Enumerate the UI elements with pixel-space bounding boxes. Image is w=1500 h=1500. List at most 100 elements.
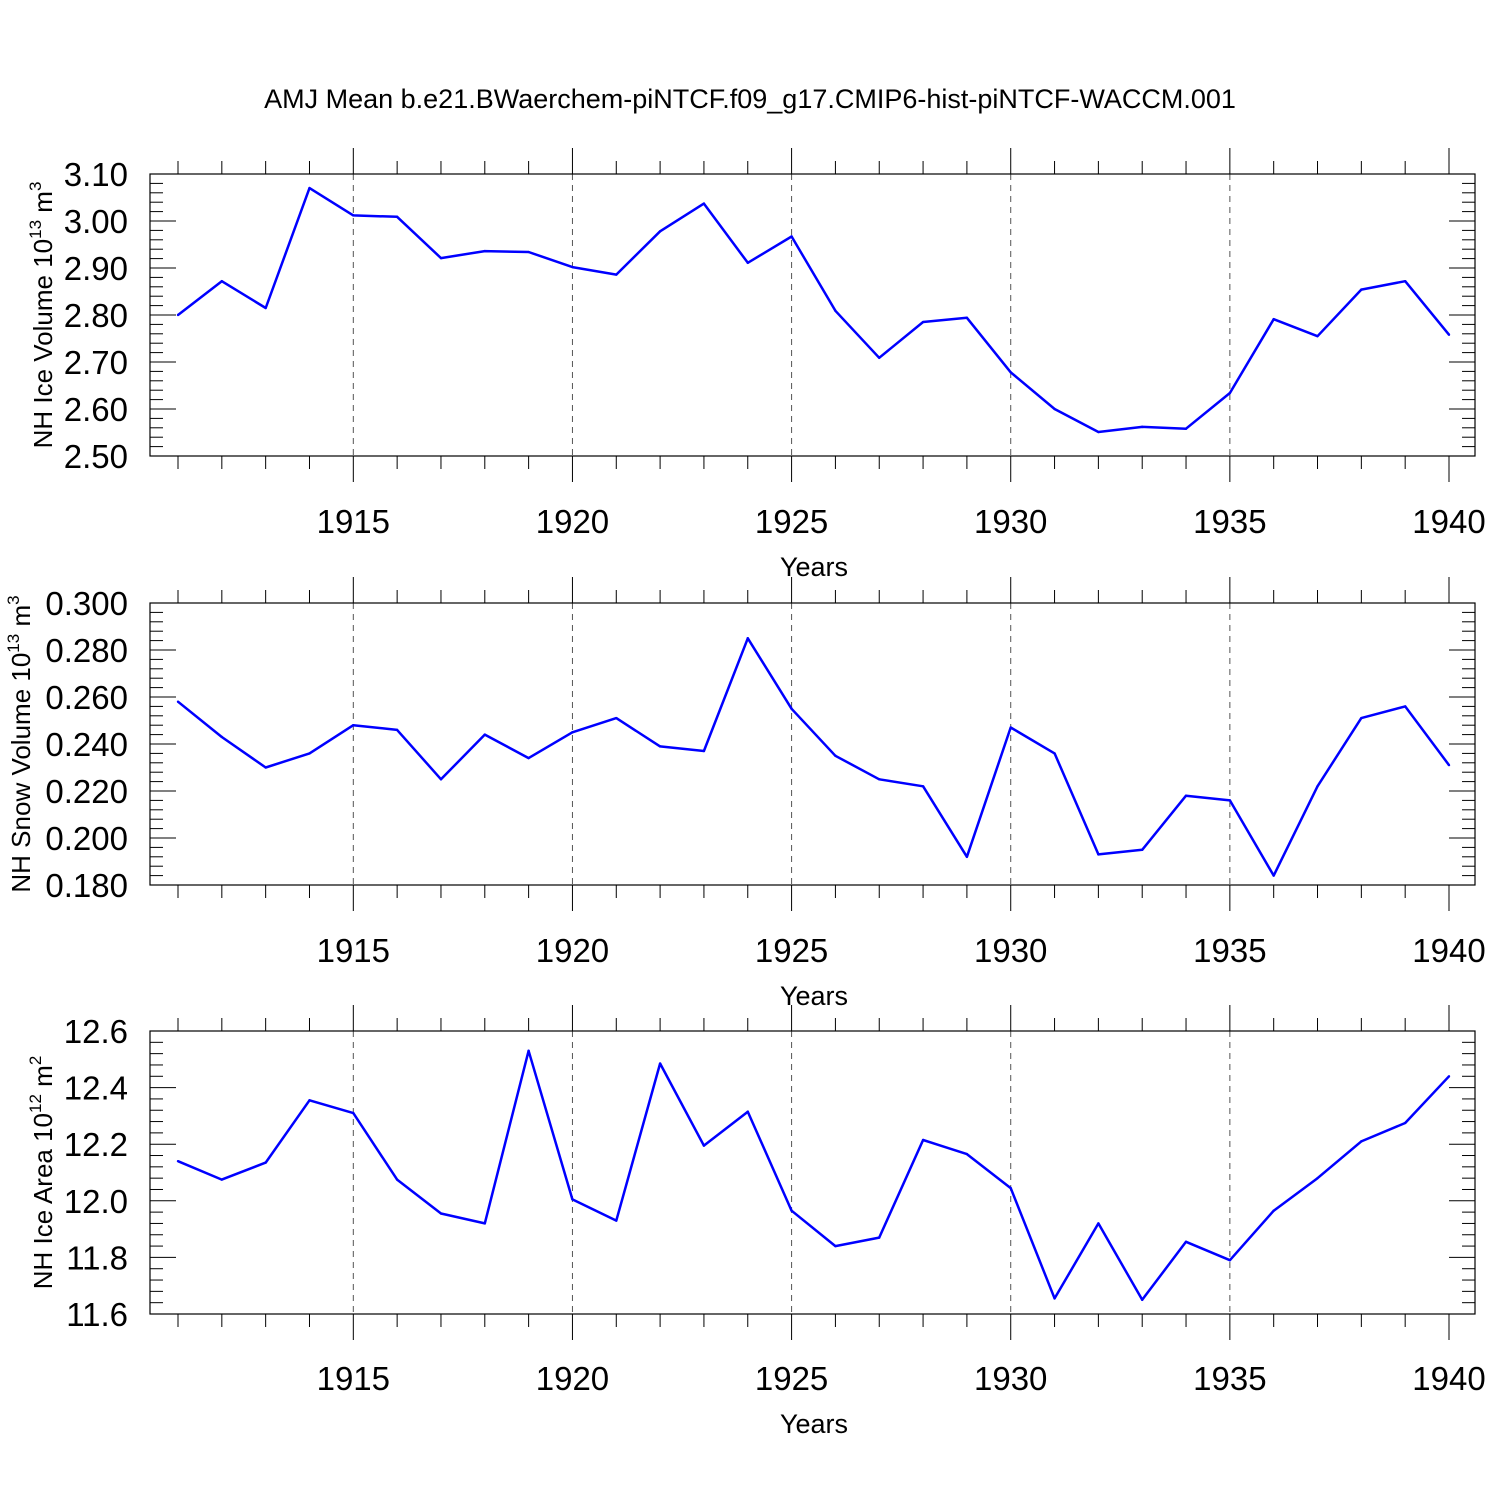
data-point (176, 1159, 180, 1163)
data-point (1228, 391, 1232, 395)
y-tick-label: 12.4 (64, 1070, 128, 1107)
x-tick-label: 1935 (1193, 1360, 1266, 1397)
data-point (658, 230, 662, 233)
data-point (1184, 1240, 1188, 1244)
x-tick-label: 1915 (317, 503, 390, 540)
data-point (790, 707, 793, 710)
x-tick-label: 1930 (974, 503, 1047, 540)
data-point (220, 735, 224, 739)
data-point (965, 316, 969, 320)
data-point (352, 1111, 355, 1115)
data-point (439, 1212, 443, 1215)
y-tick-label: 2.50 (64, 438, 128, 475)
data-point (264, 766, 267, 769)
data-point (483, 1222, 486, 1225)
data-point (439, 256, 443, 260)
data-point (1316, 1176, 1319, 1180)
data-point (878, 356, 881, 359)
y-tick-label: 0.200 (45, 820, 128, 857)
y-tick-label: 12.2 (64, 1126, 128, 1163)
x-tick-label: 1930 (974, 932, 1047, 969)
x-axis-title: Years (780, 552, 848, 582)
x-tick-label: 1940 (1412, 503, 1485, 540)
data-point (527, 250, 530, 254)
x-axis-title: Years (780, 981, 848, 1011)
data-point (1053, 407, 1056, 411)
x-tick-label: 1925 (755, 1360, 828, 1397)
y-tick-label: 2.70 (64, 344, 128, 381)
data-point (1447, 333, 1451, 336)
data-point (1403, 705, 1407, 708)
data-point (264, 1161, 267, 1164)
chart-panel-2: 1915 1920 1925 1930 1935 1940 Years 0.180 0.200 0… (4, 577, 1486, 1011)
data-point (1360, 288, 1363, 291)
data-point (1403, 279, 1407, 283)
data-point (1141, 425, 1144, 429)
x-tick-label: 1925 (755, 503, 828, 540)
data-point (921, 1138, 925, 1142)
data-point (965, 1152, 969, 1156)
data-point (878, 778, 881, 781)
x-tick-label: 1920 (536, 932, 609, 969)
data-point (615, 273, 618, 276)
plot-frame (149, 602, 1476, 886)
data-point (352, 724, 355, 727)
data-point (1009, 1186, 1012, 1190)
y-tick-label: 12.6 (64, 1013, 128, 1050)
y-tick-label: 2.80 (64, 297, 128, 334)
data-point (439, 778, 443, 781)
y-tick-label: 0.180 (45, 867, 128, 904)
data-point (921, 785, 925, 788)
plot-frame (149, 1030, 1476, 1315)
data-point (1360, 716, 1363, 720)
data-point (483, 249, 486, 253)
data-series-line (177, 1049, 1450, 1302)
x-tick-label: 1915 (317, 1360, 390, 1397)
data-point (965, 855, 969, 858)
y-tick-label: 3.00 (64, 203, 128, 240)
data-point (308, 752, 311, 755)
data-point (1228, 1259, 1232, 1262)
data-point (1097, 1222, 1100, 1225)
data-point (878, 1236, 881, 1239)
y-tick-label: 0.240 (45, 726, 128, 763)
y-tick-label: 0.260 (45, 679, 128, 716)
data-point (1141, 1298, 1144, 1302)
y-tick-label: 2.60 (64, 391, 128, 428)
y-tick-label: 0.220 (45, 773, 128, 810)
x-tick-label: 1930 (974, 1360, 1047, 1397)
data-point (571, 265, 574, 269)
data-point (1447, 763, 1451, 767)
x-tick-label: 1920 (536, 1360, 609, 1397)
y-axis-title: NH Snow Volume 1013 m3 (4, 595, 36, 892)
chart-panel-3: 1915 1920 1925 1930 1935 1940 Years 11.6 11.8 12.… (26, 1005, 1486, 1439)
data-point (834, 309, 837, 312)
data-point (1272, 874, 1275, 877)
data-point (790, 235, 793, 238)
y-tick-label: 12.0 (64, 1183, 128, 1220)
y-tick-label: 0.280 (45, 632, 128, 669)
y-tick-label: 11.8 (66, 1239, 128, 1276)
data-point (615, 1219, 618, 1222)
data-point (702, 749, 706, 753)
x-tick-label: 1915 (317, 932, 390, 969)
data-point (395, 215, 399, 218)
data-point (746, 1110, 749, 1113)
data-point (1097, 853, 1100, 856)
y-axis-title: NH Ice Area 1012 m2 (26, 1056, 58, 1290)
data-point (1272, 1209, 1275, 1212)
data-point (1053, 1297, 1056, 1300)
data-point (395, 728, 399, 732)
data-point (1360, 1140, 1363, 1143)
data-point (615, 716, 618, 720)
data-point (527, 756, 530, 760)
data-point (702, 202, 706, 205)
x-tick-label: 1935 (1193, 932, 1266, 969)
x-tick-label: 1920 (536, 503, 609, 540)
data-point (746, 261, 749, 265)
data-point (702, 1144, 706, 1147)
data-point (1009, 371, 1012, 374)
y-tick-label: 2.90 (64, 250, 128, 287)
data-point (220, 1178, 224, 1181)
